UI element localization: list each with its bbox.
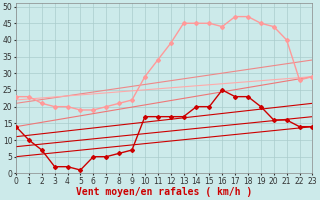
X-axis label: Vent moyen/en rafales ( km/h ): Vent moyen/en rafales ( km/h ) <box>76 187 252 197</box>
